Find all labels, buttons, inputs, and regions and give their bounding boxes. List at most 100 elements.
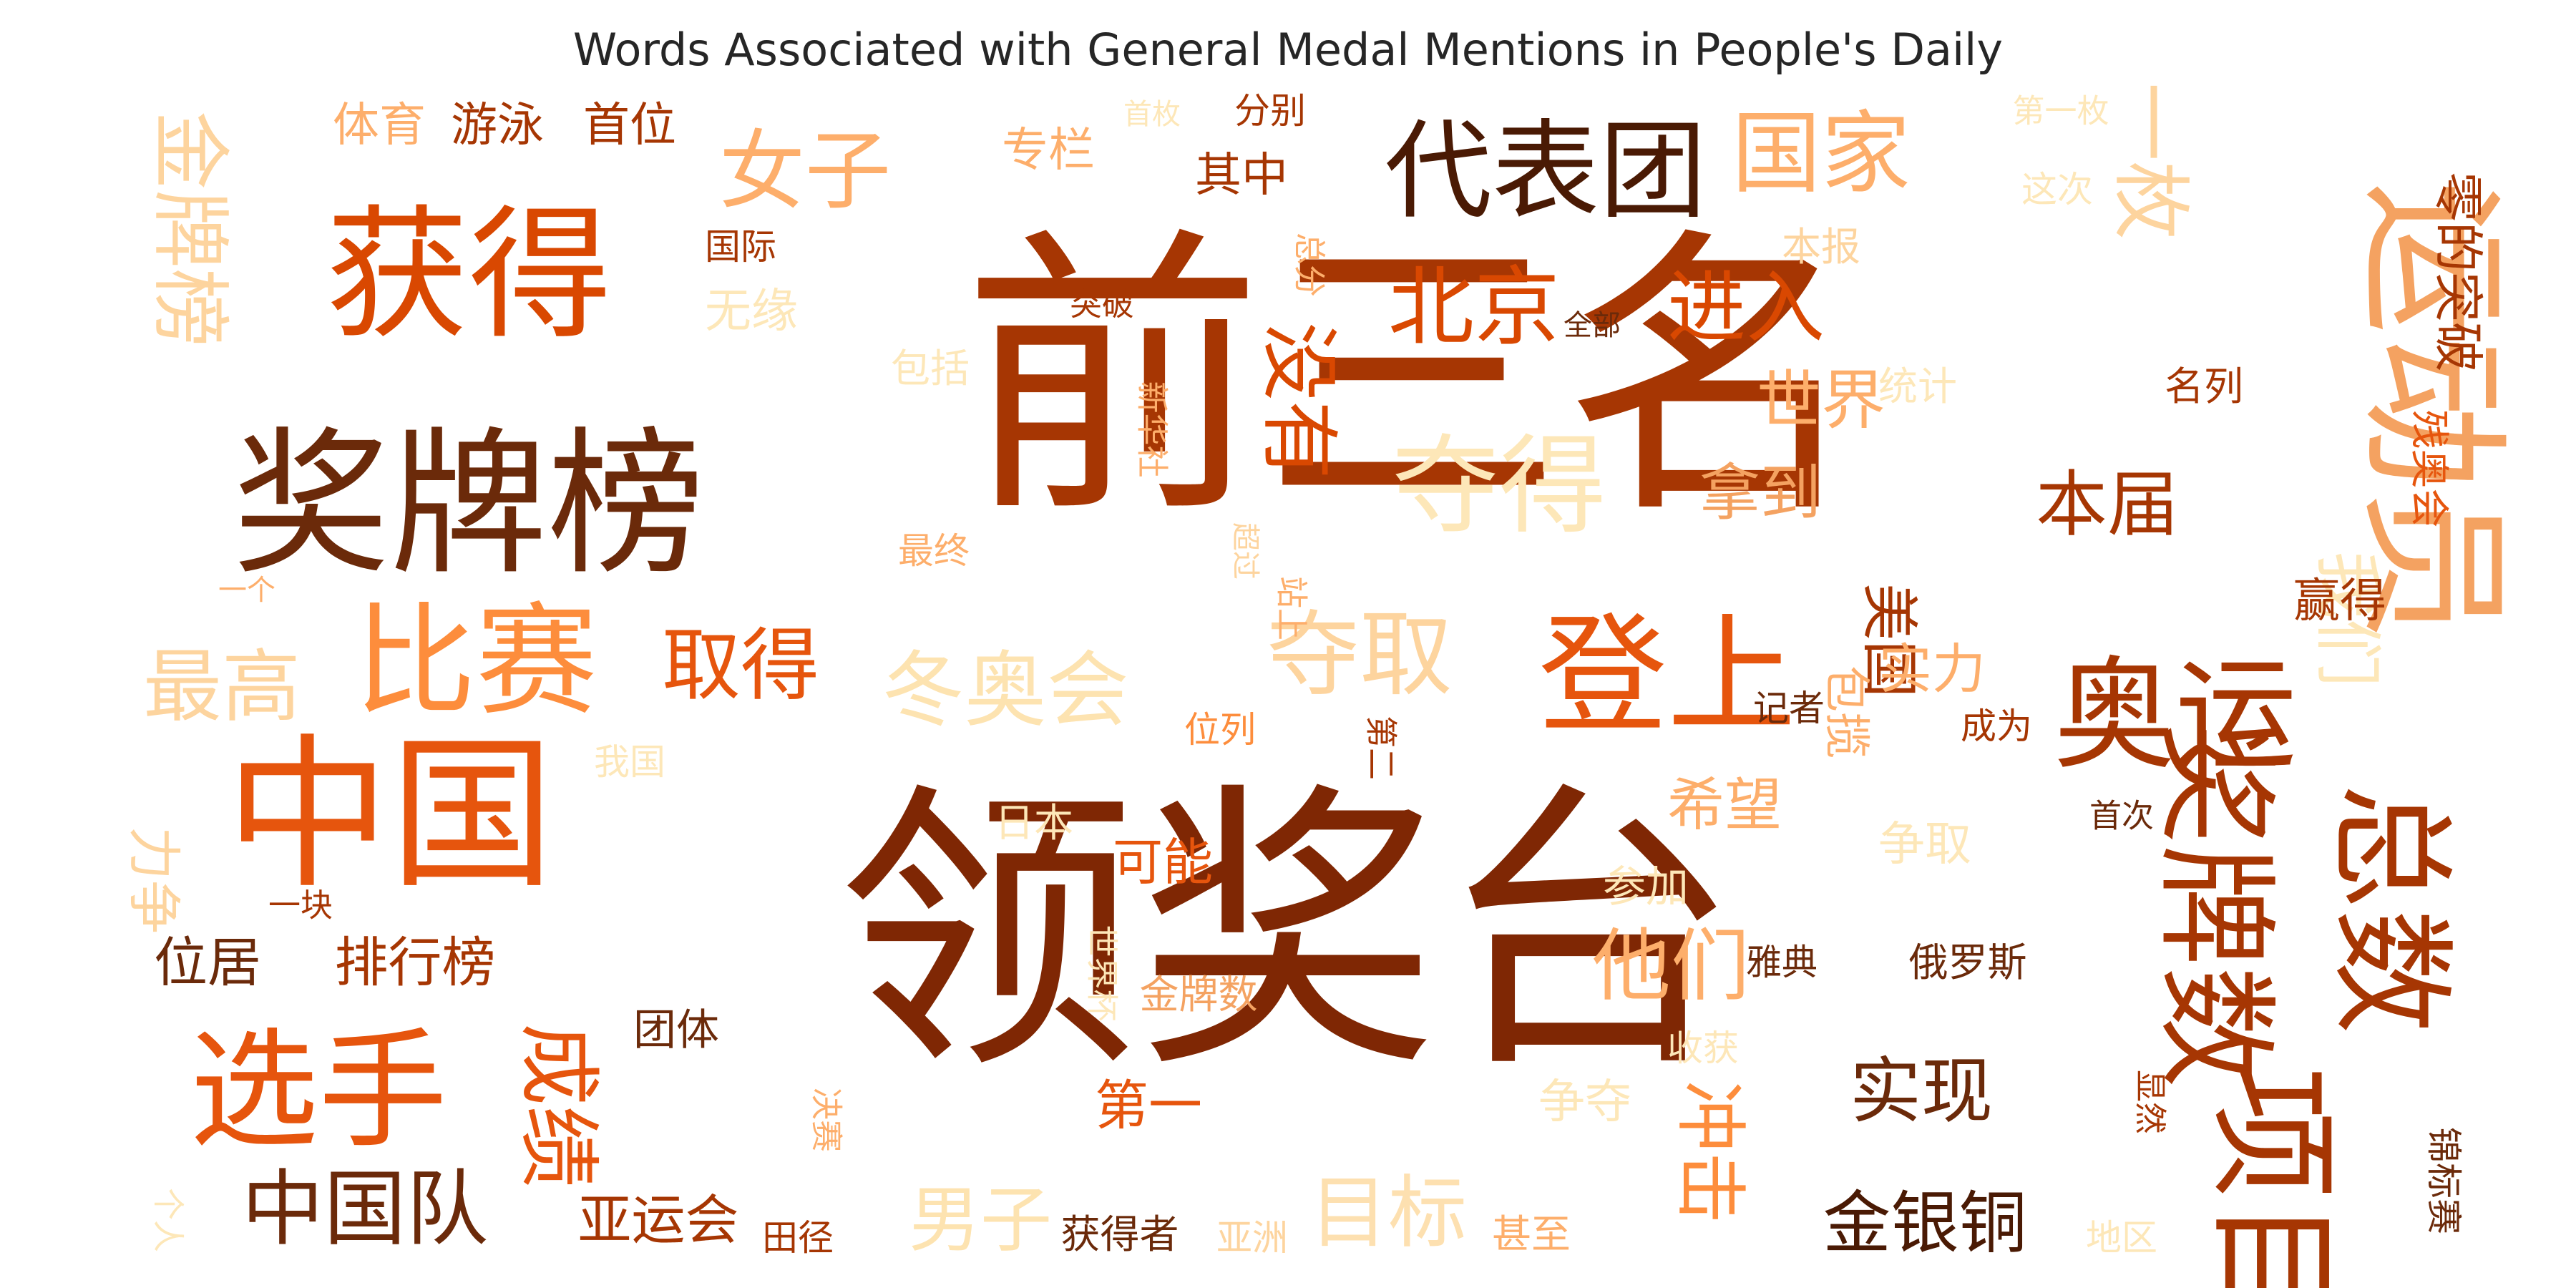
word-32: 世界: [1757, 364, 1885, 439]
word-67: 锦标赛: [2423, 1127, 2464, 1234]
word-18: 夺取: [1267, 600, 1453, 709]
word-30: 冲击: [1669, 1080, 1752, 1224]
word-77: 超过: [1229, 522, 1262, 580]
word-31: 本届: [2036, 463, 2179, 547]
word-21: 女子: [719, 122, 891, 222]
word-28: 他们: [1592, 920, 1750, 1012]
word-68: 地区: [2086, 1217, 2157, 1259]
word-8: 项目: [2195, 1066, 2349, 1288]
word-48: 体育: [333, 99, 426, 152]
word-25: 最高: [143, 641, 301, 733]
word-99: 世界杯: [1083, 924, 1121, 1021]
word-60: 俄罗斯: [1908, 940, 2026, 985]
word-43: 位居: [154, 931, 261, 994]
word-49: 游泳: [451, 99, 544, 152]
word-62: 金牌数: [1139, 972, 1257, 1018]
word-44: 排行榜: [334, 931, 495, 994]
word-61: 团体: [633, 1005, 719, 1055]
word-36: 男子: [909, 1179, 1052, 1262]
word-87: 本报: [1782, 224, 1860, 270]
word-14: 夺得: [1392, 424, 1606, 549]
word-47: 可能: [1113, 833, 1213, 892]
word-94: 一块: [268, 887, 333, 924]
word-7: 总数: [2318, 784, 2463, 1034]
word-27: 进入: [1667, 262, 1825, 353]
word-37: 美国: [1856, 583, 1923, 698]
word-92: 我国: [594, 741, 665, 783]
word-0: 前三名: [962, 205, 1864, 555]
word-96: 决赛: [808, 1088, 846, 1152]
word-76: 站上: [1273, 576, 1311, 640]
word-54: 争取: [1878, 818, 1971, 872]
word-24: 一枚: [2104, 82, 2196, 240]
word-33: 我们: [2308, 551, 2386, 687]
word-81: 统计: [1878, 364, 1957, 409]
word-20: 中国队: [241, 1161, 488, 1257]
word-85: 总分: [1291, 233, 1329, 297]
word-97: 显然: [2132, 1070, 2170, 1134]
word-2: 奖牌榜: [233, 413, 705, 596]
word-90: 首枚: [1123, 98, 1181, 131]
word-39: 希望: [1667, 772, 1782, 839]
word-50: 首位: [583, 99, 676, 152]
word-63: 获得者: [1060, 1211, 1179, 1257]
word-34: 实现: [1850, 1050, 1993, 1133]
word-10: 选手: [190, 1017, 447, 1166]
word-6: 奖牌数: [2144, 723, 2285, 1088]
word-15: 国家: [1732, 102, 1911, 206]
word-22: 金牌榜: [144, 111, 235, 347]
word-72: 成为: [1961, 706, 2032, 747]
word-23: 没有: [1253, 322, 1345, 479]
word-26: 取得: [662, 620, 819, 711]
word-40: 零的突破: [2429, 172, 2487, 372]
word-65: 甚至: [1492, 1211, 1571, 1257]
word-73: 记者: [1753, 688, 1825, 729]
word-64: 亚洲: [1216, 1217, 1288, 1259]
word-51: 专栏: [1002, 124, 1095, 177]
word-5: 运动员: [2343, 181, 2523, 643]
word-79: 新华社: [1133, 381, 1171, 477]
word-55: 参加: [1603, 862, 1689, 912]
word-93: 日本: [995, 800, 1073, 846]
word-70: 收获: [1667, 1028, 1739, 1069]
word-82: 名列: [2165, 364, 2243, 409]
word-78: 最终: [898, 530, 970, 572]
word-38: 拿到: [1699, 459, 1821, 530]
word-95: 一个: [218, 574, 275, 607]
word-74: 位列: [1184, 709, 1256, 751]
word-11: 登上: [1538, 602, 1796, 751]
word-42: 力争: [122, 826, 185, 934]
word-69: 争夺: [1538, 1075, 1631, 1129]
word-66: 田径: [762, 1217, 834, 1259]
word-17: 冬奥会: [882, 643, 1128, 738]
word-3: 获得: [326, 192, 612, 359]
word-9: 代表团: [1385, 109, 1707, 234]
word-71: 首次: [2089, 797, 2154, 835]
word-45: 亚运会: [577, 1189, 738, 1252]
word-86: 国际: [705, 226, 776, 268]
word-56: 残奥会: [2406, 409, 2452, 527]
word-19: 成绩: [510, 1023, 606, 1188]
word-53: 无缘: [705, 285, 798, 338]
word-12: 奥运: [2054, 645, 2297, 786]
word-41: 实力: [1878, 638, 1986, 701]
word-52: 其中: [1195, 149, 1288, 203]
word-4: 中国: [225, 721, 555, 912]
word-35: 金银铜: [1823, 1184, 2026, 1263]
word-75: 第二: [1362, 716, 1400, 780]
word-88: 这次: [2021, 169, 2093, 210]
word-29: 目标: [1309, 1167, 1467, 1259]
word-57: 赢得: [2293, 575, 2386, 628]
word-91: 分别: [1234, 90, 1306, 132]
word-83: 突破: [1070, 286, 1134, 323]
word-58: 包揽: [1820, 665, 1873, 758]
word-84: 全部: [1563, 309, 1621, 342]
word-59: 雅典: [1746, 942, 1818, 983]
word-98: 个人: [150, 1188, 187, 1252]
word-13: 比赛: [354, 591, 597, 733]
word-1: 领奖台: [837, 759, 1739, 1109]
word-46: 第一: [1095, 1074, 1202, 1137]
chart-title: Words Associated with General Medal Ment…: [572, 24, 2004, 76]
